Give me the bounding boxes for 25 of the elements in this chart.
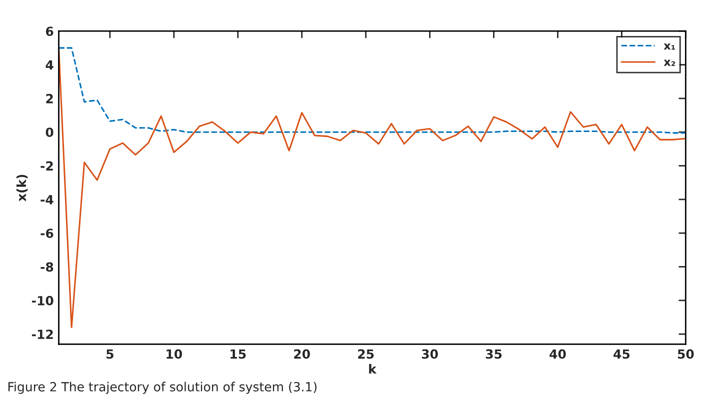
- x-tick-label: 15: [230, 349, 246, 359]
- legend-label: x₂: [664, 60, 676, 66]
- y-tick-label: -10: [32, 296, 54, 306]
- y-tick-label: -12: [32, 330, 53, 339]
- caption: Figure 2 The trajectory of solution of system (3.1): [8, 382, 317, 394]
- y-tick-label: -4: [40, 195, 54, 204]
- x-tick-label: 30: [422, 349, 438, 359]
- x-tick-label: 10: [166, 349, 182, 359]
- y-tick-label: -8: [40, 262, 54, 272]
- y-tick-label: -2: [40, 161, 53, 171]
- x-tick-label: 45: [614, 349, 630, 359]
- y-tick-label: 0: [46, 128, 54, 138]
- y-tick-label: -6: [40, 228, 54, 238]
- legend-label: x₁: [664, 43, 676, 50]
- x-axis-title: k: [369, 364, 377, 374]
- y-tick-label: 6: [46, 26, 54, 36]
- y-tick-label: 4: [46, 60, 54, 70]
- x-tick-label: 50: [678, 349, 694, 359]
- x-tick-label: 20: [294, 349, 310, 359]
- y-tick-label: 2: [46, 94, 53, 104]
- x-tick-label: 40: [550, 349, 566, 359]
- x-tick-label: 25: [358, 349, 374, 359]
- x-tick-label: 5: [106, 349, 114, 359]
- x-tick-label: 35: [486, 349, 502, 359]
- y-axis-title: x(k): [16, 174, 28, 202]
